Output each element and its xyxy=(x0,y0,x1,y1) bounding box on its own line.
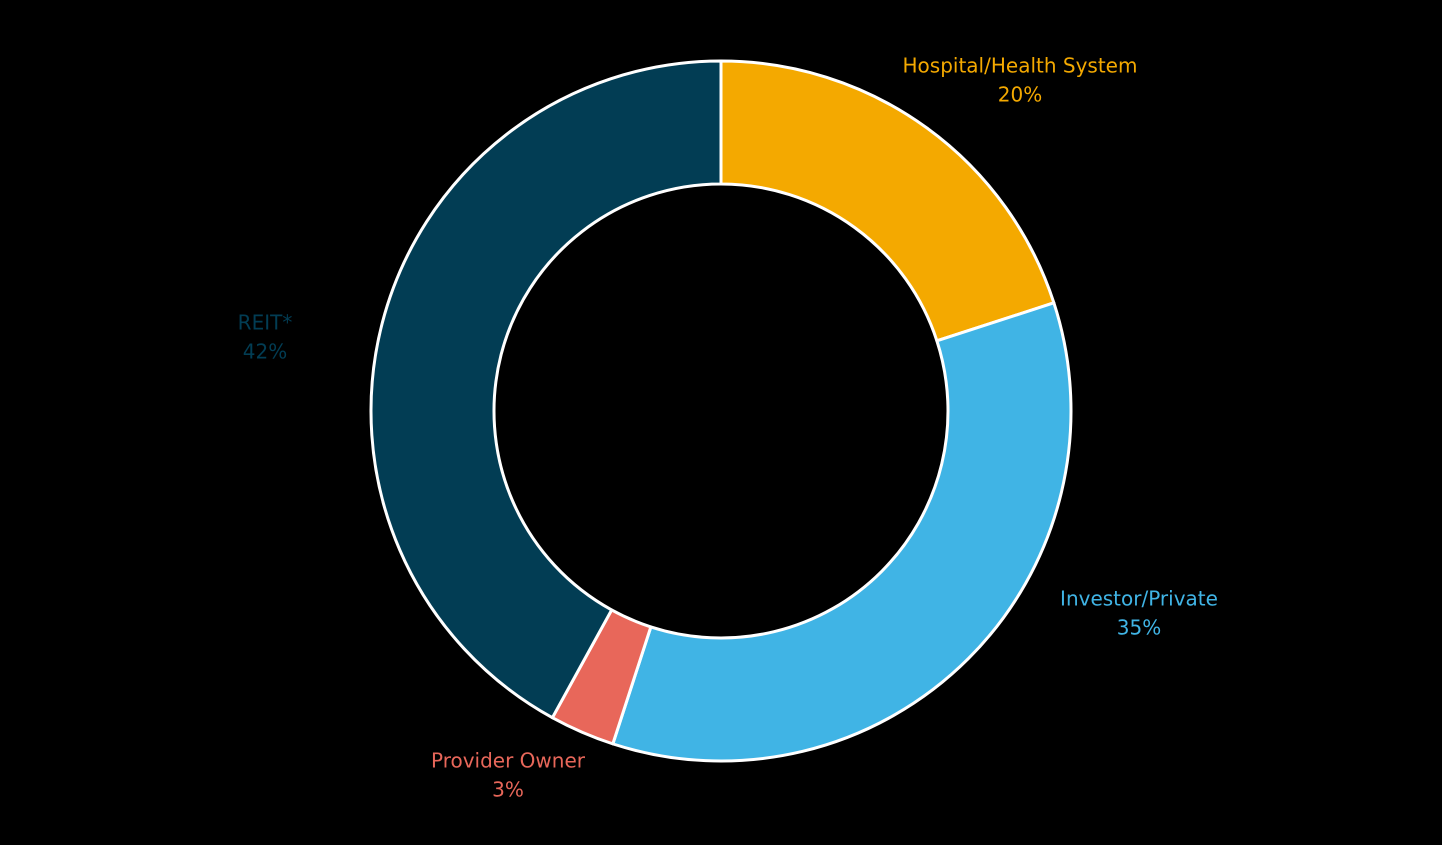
slice-value-investor-private: 35% xyxy=(1117,616,1161,640)
slice-hospital-health-system xyxy=(719,59,1056,343)
slice-value-reit: 42% xyxy=(243,340,287,364)
slice-value-hospital-health-system: 20% xyxy=(998,83,1042,107)
labels-layer: Hospital/Health System 20% Investor/Privat… xyxy=(238,54,1218,802)
slice-reit xyxy=(369,59,723,720)
slice-label-reit: REIT* xyxy=(238,311,293,335)
slice-label-investor-private: Investor/Private xyxy=(1060,587,1218,611)
slice-label-provider-owner: Provider Owner xyxy=(431,749,586,773)
slices-layer xyxy=(369,59,1073,763)
slice-value-provider-owner: 3% xyxy=(492,778,524,802)
slice-investor-private xyxy=(611,301,1073,763)
slice-label-hospital-health-system: Hospital/Health System xyxy=(903,54,1138,78)
